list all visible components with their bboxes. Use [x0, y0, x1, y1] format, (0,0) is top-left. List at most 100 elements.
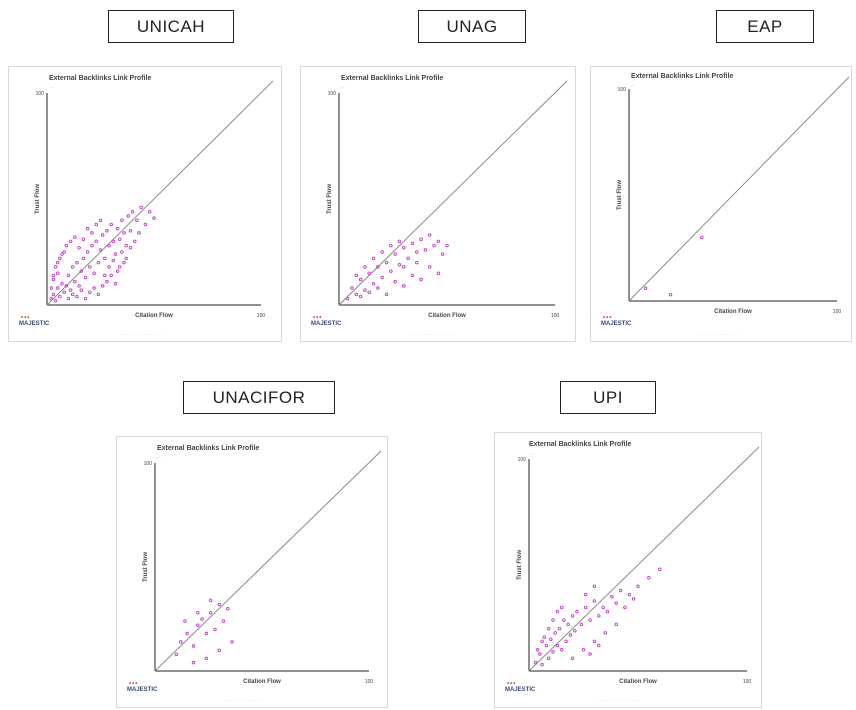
data-point: [51, 277, 56, 282]
data-point: [540, 639, 544, 644]
data-point: [130, 209, 135, 214]
data-point: [610, 595, 614, 599]
data-point: [658, 567, 662, 571]
data-point: [643, 286, 648, 291]
data-point: [191, 644, 196, 648]
data-point: [415, 260, 419, 265]
data-point: [402, 265, 406, 269]
data-point: [85, 226, 90, 231]
data-point: [98, 218, 103, 222]
data-point: [118, 265, 122, 269]
data-point: [371, 256, 376, 261]
chart-title: External Backlinks Link Profile: [631, 73, 734, 80]
data-point: [103, 256, 107, 261]
data-point: [196, 623, 200, 627]
data-point: [79, 269, 83, 273]
data-point: [88, 290, 92, 295]
data-point: [371, 282, 376, 286]
label-unicah: UNICAH: [108, 10, 234, 43]
scatter-chart-unacifor: Citation Flow Trust Flow 100 100: [143, 450, 382, 685]
data-point: [367, 290, 371, 295]
data-point: [118, 237, 122, 242]
data-point: [113, 252, 118, 256]
data-point: [393, 252, 397, 256]
label-eap: EAP: [716, 10, 814, 43]
data-point: [603, 631, 608, 635]
data-point: [559, 605, 564, 610]
data-point: [143, 222, 148, 227]
data-point: [350, 286, 354, 290]
data-point: [81, 237, 86, 242]
logo-dots-icon: •••: [129, 681, 139, 687]
diagonal-line: [46, 80, 274, 306]
data-point: [107, 243, 111, 248]
data-point: [113, 282, 118, 286]
data-point: [535, 648, 540, 652]
data-point: [415, 250, 419, 254]
data-point: [354, 292, 359, 297]
data-point: [380, 250, 384, 254]
data-point: [410, 273, 415, 278]
data-point: [115, 226, 120, 231]
data-point: [120, 218, 124, 222]
data-point: [49, 296, 54, 301]
diagonal-line: [628, 76, 850, 302]
y-tick-label: 100: [328, 91, 337, 97]
data-point: [564, 639, 568, 644]
data-point: [363, 288, 367, 292]
chart-panel-unacifor: Citation Flow Trust Flow 100 100 External B…: [116, 436, 388, 708]
data-point: [557, 626, 562, 631]
data-point: [544, 643, 549, 648]
data-point: [631, 597, 636, 601]
data-point: [376, 265, 380, 269]
data-point: [579, 622, 584, 627]
chart-title: External Backlinks Link Profile: [49, 75, 152, 82]
data-point: [583, 605, 588, 610]
data-point: [53, 299, 58, 303]
data-point: [128, 246, 133, 250]
data-point: [81, 256, 86, 261]
data-point: [96, 260, 101, 265]
data-point: [559, 648, 564, 652]
data-point: [79, 288, 83, 292]
y-axis-label: Trust Flow: [143, 552, 149, 582]
data-point: [402, 246, 406, 250]
data-point: [191, 660, 196, 665]
data-point: [389, 269, 393, 273]
data-point: [55, 286, 60, 290]
data-point: [77, 284, 81, 288]
data-point: [70, 292, 75, 297]
data-point: [152, 216, 156, 220]
data-point: [551, 618, 555, 622]
data-point: [120, 250, 124, 254]
data-point: [419, 237, 423, 242]
data-point: [581, 648, 586, 652]
data-point: [354, 273, 359, 278]
chart-panel-unag: Citation Flow Trust Flow 100 100 External B…: [300, 66, 576, 342]
data-point: [533, 660, 538, 665]
data-point: [384, 260, 389, 265]
data-point: [58, 294, 62, 299]
data-point: [92, 271, 96, 275]
data-point: [230, 640, 234, 644]
data-point: [627, 592, 632, 597]
data-point: [623, 605, 627, 610]
data-point: [124, 243, 128, 248]
data-point: [445, 243, 449, 248]
data-point: [139, 205, 143, 210]
data-point: [109, 273, 113, 278]
data-point: [393, 279, 397, 284]
data-point: [126, 214, 131, 218]
data-point: [553, 631, 557, 635]
data-point: [419, 277, 423, 282]
data-point: [83, 296, 88, 301]
chart-title: External Backlinks Link Profile: [529, 441, 632, 448]
x-axis-label: Citation Flow: [243, 679, 281, 685]
data-point: [226, 606, 230, 611]
logo-dots-icon: •••: [21, 315, 31, 321]
y-tick-label: 100: [36, 91, 45, 97]
data-point: [208, 611, 213, 615]
data-point: [562, 618, 566, 622]
scatter-chart-eap: Citation Flow Trust Flow 100 100: [617, 76, 850, 315]
label-unag: UNAG: [418, 10, 526, 43]
